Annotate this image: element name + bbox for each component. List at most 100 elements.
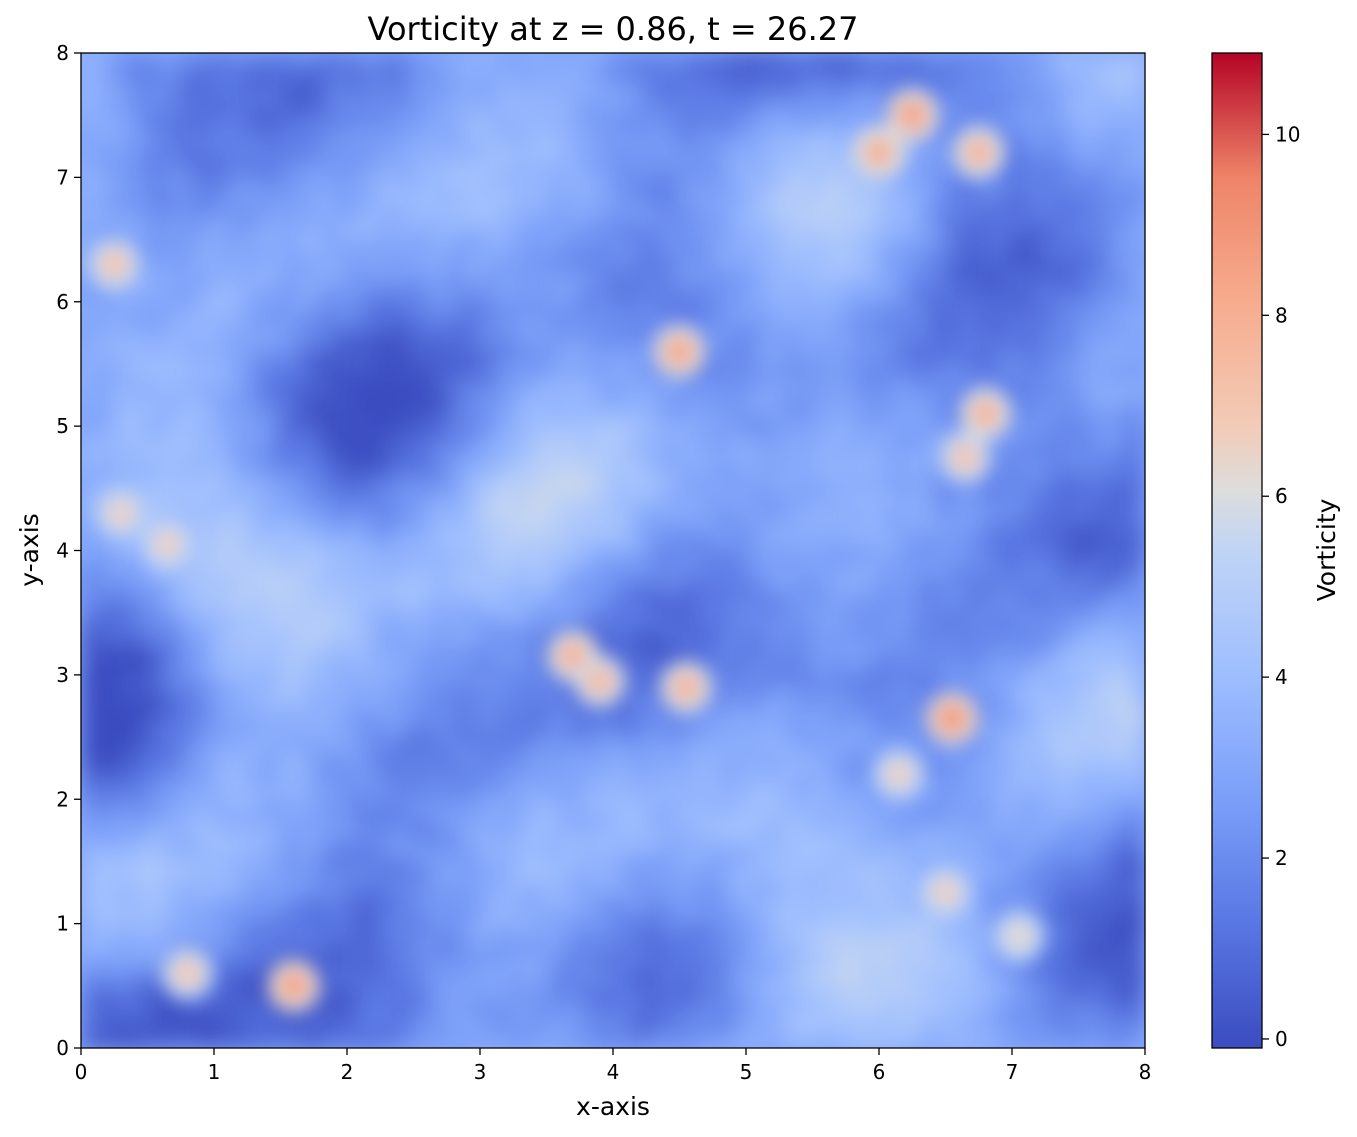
heatmap-cell (679, 1001, 697, 1018)
heatmap-cell (513, 690, 531, 707)
heatmap-cell (147, 799, 165, 816)
heatmap-cell (463, 161, 481, 178)
heatmap-cell (662, 814, 681, 831)
heatmap-cell (1128, 301, 1145, 318)
heatmap-cell (879, 379, 897, 396)
heatmap-cell (81, 768, 99, 785)
heatmap-cell (297, 892, 315, 909)
heatmap-cell (762, 628, 780, 645)
heatmap-cell (297, 441, 315, 458)
heatmap-cell (430, 954, 448, 971)
heatmap-cell (746, 379, 764, 396)
heatmap-cell (446, 985, 464, 1002)
heatmap-cell (1045, 441, 1063, 458)
heatmap-cell (895, 1016, 913, 1034)
heatmap-cell (712, 752, 730, 769)
heatmap-cell (879, 690, 897, 707)
heatmap-cell (712, 892, 730, 909)
heatmap-cell (97, 379, 115, 396)
heatmap-cell (795, 845, 814, 863)
heatmap-cell (529, 845, 548, 863)
heatmap-cell (679, 1032, 697, 1048)
colorbar-tick-label: 8 (1275, 303, 1288, 327)
heatmap-cell (214, 830, 232, 847)
heatmap-cell (662, 908, 681, 925)
heatmap-cell (197, 737, 215, 754)
heatmap-cell (180, 1016, 198, 1034)
heatmap-cell (845, 876, 863, 894)
heatmap-cell (496, 115, 514, 132)
heatmap-cell (496, 503, 514, 521)
heatmap-cell (779, 799, 797, 816)
heatmap-cell (762, 457, 780, 474)
heatmap-cell (662, 99, 681, 116)
heatmap-cell (662, 239, 681, 256)
heatmap-cell (762, 99, 780, 116)
heatmap-cell (1128, 612, 1145, 629)
heatmap-cell (696, 239, 714, 256)
heatmap-cell (1012, 612, 1030, 629)
heatmap-cell (928, 332, 947, 349)
heatmap-cell (995, 68, 1013, 85)
heatmap-cell (1095, 441, 1113, 458)
heatmap-cell (463, 908, 481, 925)
heatmap-cell (313, 395, 331, 412)
heatmap-cell (97, 845, 115, 863)
heatmap-cell (330, 814, 348, 831)
heatmap-cell (396, 519, 415, 536)
heatmap-cell (363, 224, 381, 241)
heatmap-cell (313, 426, 331, 443)
heatmap-cell (529, 737, 548, 754)
heatmap-cell (480, 1016, 498, 1034)
heatmap-cell (180, 643, 198, 660)
heatmap-cell (147, 53, 165, 70)
heatmap-cell (879, 550, 897, 567)
heatmap-cell (280, 519, 298, 536)
heatmap-cell (413, 892, 431, 909)
heatmap-cell (280, 68, 298, 85)
heatmap-cell (496, 270, 514, 287)
heatmap-cell (1095, 457, 1113, 474)
heatmap-cell (945, 286, 963, 303)
heatmap-cell (147, 457, 165, 474)
heatmap-cell (363, 208, 381, 225)
heatmap-cell (962, 845, 980, 863)
heatmap-cell (978, 939, 996, 956)
heatmap-cell (81, 426, 99, 443)
heatmap-cell (696, 705, 714, 723)
x-axis-title: x-axis (576, 1092, 650, 1121)
y-tick-label: 2 (56, 787, 69, 811)
heatmap-cell (463, 768, 481, 785)
heatmap-cell (247, 752, 265, 769)
heatmap-cell (347, 317, 365, 334)
heatmap-cell (829, 876, 847, 894)
heatmap-cell (613, 488, 631, 505)
heatmap-cell (480, 488, 498, 505)
heatmap-cell (978, 472, 996, 489)
heatmap-cell (712, 457, 730, 474)
heatmap-cell (1061, 830, 1080, 847)
heatmap-cell (546, 457, 564, 474)
heatmap-cell (164, 208, 182, 225)
heatmap-cell (297, 472, 315, 489)
heatmap-cell (746, 659, 764, 676)
heatmap-cell (430, 68, 448, 85)
heatmap-cell (197, 876, 215, 894)
heatmap-cell (396, 177, 415, 194)
heatmap-cell (313, 472, 331, 489)
heatmap-cell (679, 534, 697, 552)
heatmap-cell (363, 146, 381, 163)
heatmap-cell (1128, 814, 1145, 831)
heatmap-cell (729, 1032, 747, 1048)
heatmap-cell (230, 705, 248, 723)
heatmap-cell (579, 939, 597, 956)
heatmap-cell (180, 845, 198, 863)
heatmap-cell (928, 519, 947, 536)
heatmap-cell (396, 892, 415, 909)
heatmap-cell (862, 830, 880, 847)
heatmap-cell (895, 597, 913, 614)
heatmap-cell (1028, 503, 1046, 521)
heatmap-cell (363, 550, 381, 567)
heatmap-cell (679, 395, 697, 412)
heatmap-cell (812, 53, 830, 70)
